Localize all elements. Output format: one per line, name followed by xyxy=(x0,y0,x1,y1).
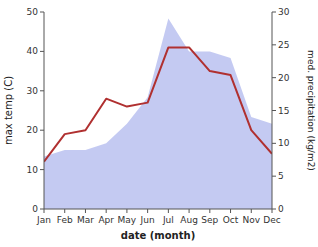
y2-tick-label: 25 xyxy=(278,40,289,50)
temperature-line xyxy=(44,47,272,161)
x-axis-line xyxy=(44,209,272,210)
x-tick xyxy=(168,209,169,213)
x-tick xyxy=(106,209,107,213)
y2-tick-label: 20 xyxy=(278,73,290,83)
x-tick-label: Mar xyxy=(77,215,94,225)
y2-tick xyxy=(272,176,276,177)
y2-axis-label: med. precipitation (kg/m2) xyxy=(306,50,316,171)
chart: JanFebMarAprMayJunJulAugSepOctNovDec0102… xyxy=(0,0,318,247)
y-axis-label: max temp (C) xyxy=(3,76,14,145)
y-tick xyxy=(40,209,44,210)
x-tick xyxy=(85,209,86,213)
precipitation-area xyxy=(44,19,272,209)
x-tick-label: Apr xyxy=(98,215,114,225)
x-tick xyxy=(189,209,190,213)
x-axis-label: date (month) xyxy=(121,230,195,241)
y2-tick-label: 30 xyxy=(278,7,290,17)
x-tick xyxy=(251,209,252,213)
y-tick-label: 30 xyxy=(27,86,39,96)
y2-tick xyxy=(272,209,276,210)
x-tick-label: Feb xyxy=(57,215,73,225)
x-tick-label: Aug xyxy=(180,215,198,225)
y-tick-label: 40 xyxy=(27,46,39,56)
x-tick xyxy=(126,209,127,213)
y-tick-label: 20 xyxy=(27,125,39,135)
y-tick xyxy=(40,90,44,91)
x-tick xyxy=(64,209,65,213)
x-tick xyxy=(272,209,273,213)
y2-tick-label: 0 xyxy=(278,204,284,214)
y-axis-line xyxy=(44,12,45,209)
x-tick-label: Nov xyxy=(242,215,260,225)
x-tick-label: Sep xyxy=(201,215,218,225)
y-tick-label: 10 xyxy=(27,165,39,175)
y-tick-label: 0 xyxy=(32,204,38,214)
x-tick-label: Dec xyxy=(263,215,280,225)
y2-tick xyxy=(272,110,276,111)
x-tick xyxy=(209,209,210,213)
x-tick xyxy=(147,209,148,213)
y-tick xyxy=(40,51,44,52)
x-tick-label: Jun xyxy=(140,215,155,225)
x-tick-label: May xyxy=(118,215,137,225)
x-tick xyxy=(230,209,231,213)
x-tick xyxy=(44,209,45,213)
x-tick-label: Jan xyxy=(36,215,51,225)
y-tick-label: 50 xyxy=(27,7,39,17)
y2-tick xyxy=(272,143,276,144)
y2-tick xyxy=(272,44,276,45)
y-tick xyxy=(40,130,44,131)
y2-tick xyxy=(272,12,276,13)
y2-tick-label: 5 xyxy=(278,171,284,181)
y2-tick xyxy=(272,77,276,78)
plot-area xyxy=(44,19,272,209)
x-tick-label: Jul xyxy=(162,215,174,225)
y-tick xyxy=(40,169,44,170)
y2-tick-label: 10 xyxy=(278,138,290,148)
x-tick-label: Oct xyxy=(223,215,239,225)
y2-tick-label: 15 xyxy=(278,106,289,116)
y-tick xyxy=(40,12,44,13)
